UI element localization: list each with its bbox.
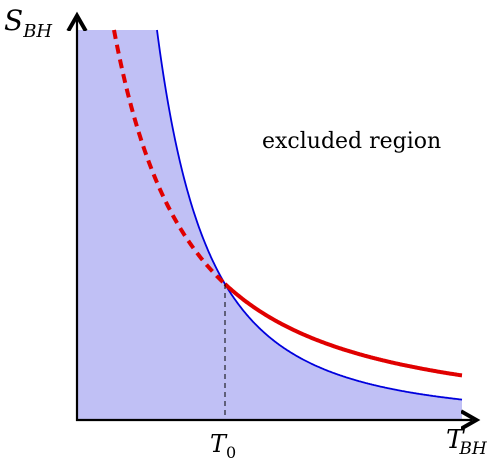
- excluded-region-fill: [77, 30, 462, 420]
- red-curve-solid: [223, 282, 463, 378]
- t0-label: T0: [210, 430, 236, 462]
- red-curve-dashed: [112, 29, 227, 286]
- excluded-region-label: excluded region: [262, 129, 441, 154]
- y-axis-label: SBH: [4, 4, 52, 42]
- x-axis-label: TBH: [446, 425, 488, 459]
- excluded-region-boundary: [156, 29, 463, 401]
